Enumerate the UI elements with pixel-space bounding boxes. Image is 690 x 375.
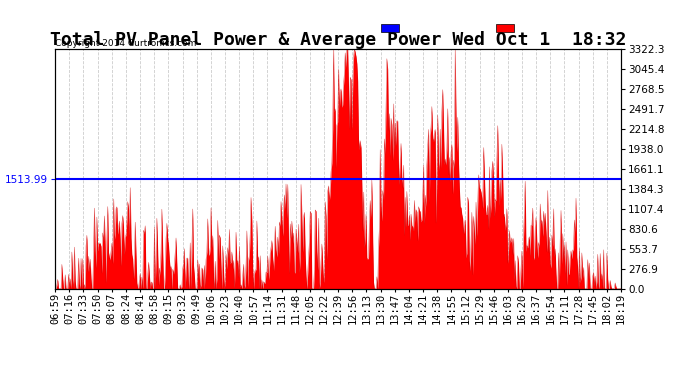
Legend: Average  (DC Watts), PV Panels  (DC Watts): Average (DC Watts), PV Panels (DC Watts) <box>379 22 616 34</box>
Text: Copyright 2014 Curtronics.com: Copyright 2014 Curtronics.com <box>55 39 197 48</box>
Title: Total PV Panel Power & Average Power Wed Oct 1  18:32: Total PV Panel Power & Average Power Wed… <box>50 31 627 49</box>
